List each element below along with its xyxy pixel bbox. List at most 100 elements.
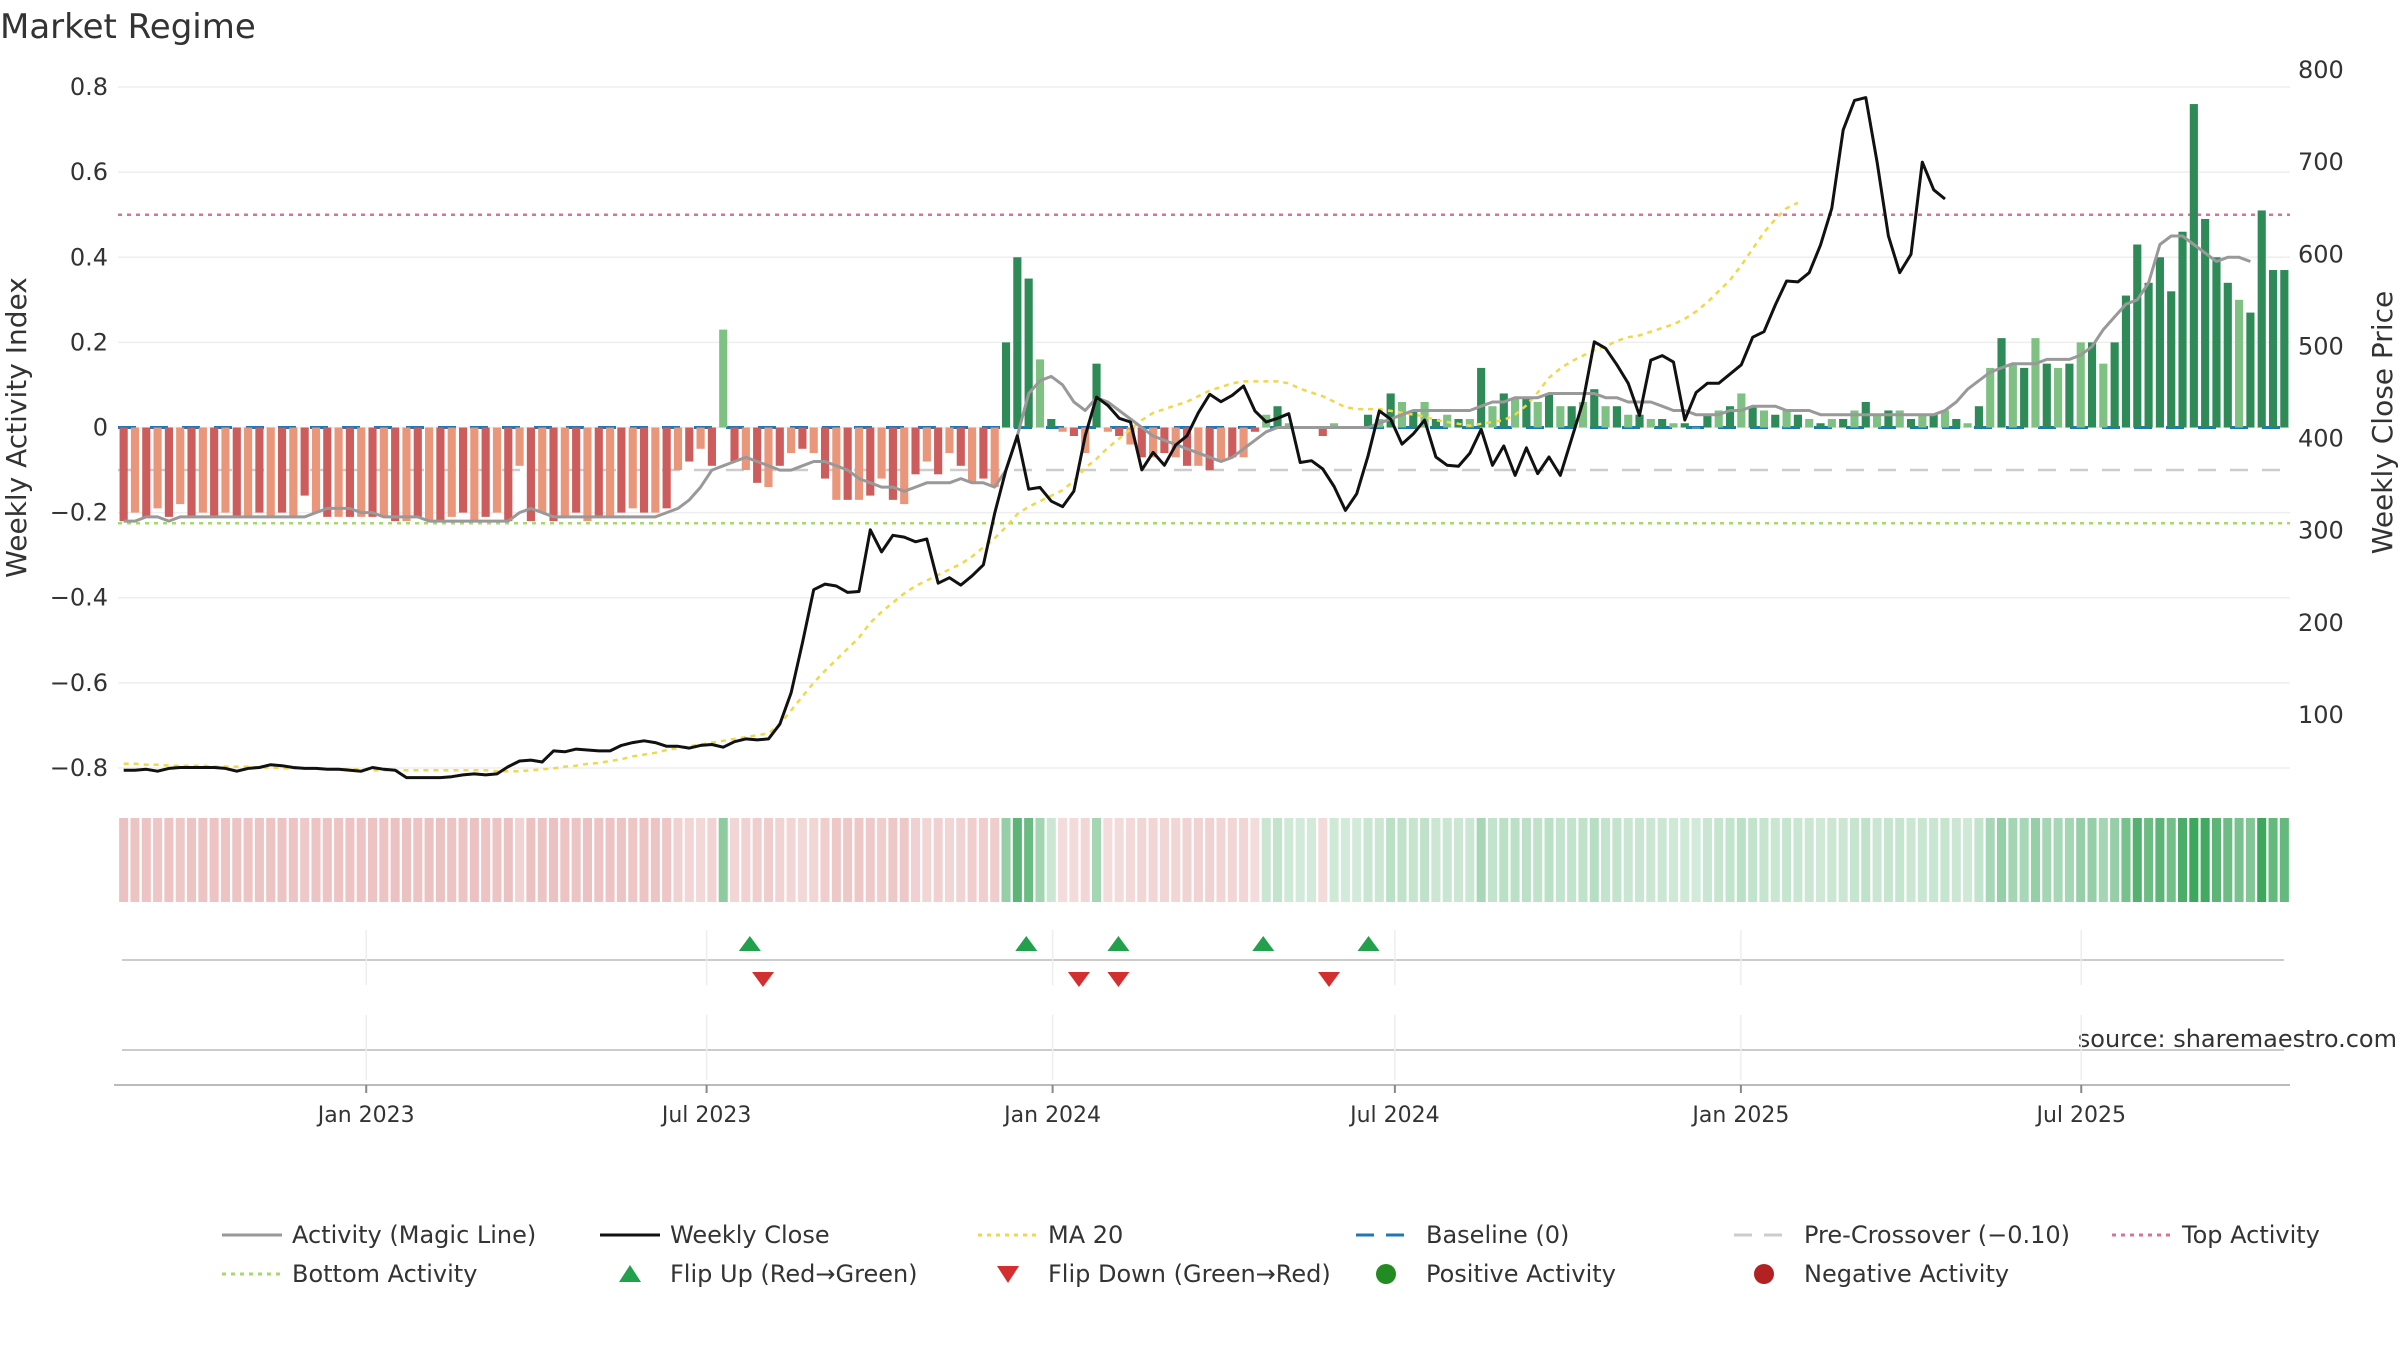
regime-heat-cell	[628, 818, 638, 902]
regime-heat-cell	[1193, 818, 1203, 902]
activity-bar	[1635, 414, 1644, 428]
activity-bar	[730, 427, 739, 462]
activity-bar	[1805, 418, 1814, 428]
activity-bar	[617, 427, 626, 513]
activity-bar	[979, 427, 988, 479]
activity-bar	[2212, 257, 2221, 428]
regime-heat-cell	[1555, 818, 1565, 902]
regime-heat-cell	[1578, 818, 1588, 902]
activity-bar	[1284, 423, 1293, 428]
regime-heat-cell	[1487, 818, 1497, 902]
activity-bar	[2031, 338, 2040, 428]
y2-tick-label: 200	[2298, 609, 2344, 637]
activity-bar	[470, 427, 479, 522]
regime-heat-cell	[1137, 818, 1147, 902]
activity-bar	[311, 427, 321, 513]
activity-bar	[1126, 427, 1135, 445]
regime-heat-cell	[650, 818, 660, 902]
regime-heat-cell	[232, 818, 242, 902]
activity-bar	[368, 427, 377, 517]
activity-bar	[458, 427, 468, 513]
activity-bar	[187, 427, 196, 517]
regime-heat-cell	[639, 818, 649, 902]
regime-heat-cell	[311, 818, 321, 902]
regime-heat-cell	[1024, 818, 1034, 902]
regime-heat-cell	[1827, 818, 1837, 902]
activity-bar	[436, 427, 445, 522]
regime-heat-cell	[1646, 818, 1656, 902]
regime-heat-cell	[718, 818, 728, 902]
regime-heat-cell	[809, 818, 819, 902]
activity-bar	[820, 427, 830, 479]
regime-heat-cell	[967, 818, 977, 902]
activity-bar	[1013, 257, 1022, 428]
y2-tick-label: 300	[2298, 517, 2344, 545]
regime-heat-cell	[1476, 818, 1486, 902]
activity-bar	[606, 427, 615, 517]
activity-bar	[1205, 427, 1214, 471]
legend-label: Activity (Magic Line)	[292, 1221, 536, 1249]
flip-up-marker	[1107, 936, 1130, 951]
activity-bar	[934, 427, 943, 475]
regime-heat-cell	[1069, 818, 1079, 902]
activity-bar	[560, 427, 569, 517]
y-tick-label: 0	[93, 414, 108, 442]
activity-bar	[956, 427, 965, 466]
regime-heat-cell	[435, 818, 445, 902]
regime-heat-cell	[1567, 818, 1577, 902]
regime-heat-cell	[616, 818, 626, 902]
regime-heat-cell	[345, 818, 355, 902]
regime-heat-cell	[424, 818, 434, 902]
activity-bar	[1330, 423, 1339, 428]
regime-heat-cell	[831, 818, 841, 902]
regime-heat-cell	[1544, 818, 1554, 902]
regime-heat-cell	[684, 818, 694, 902]
legend-item: MA 20	[978, 1221, 1123, 1249]
regime-heat-cell	[1895, 818, 1905, 902]
regime-heat-cell	[978, 818, 988, 902]
regime-heat-cell	[503, 818, 513, 902]
activity-bar	[1511, 397, 1520, 428]
regime-heat-cell	[2053, 818, 2063, 902]
regime-heat-cell	[368, 818, 378, 902]
regime-heat-cell	[1680, 818, 1690, 902]
regime-heat-cell	[1340, 818, 1350, 902]
regime-heat-cell	[2166, 818, 2176, 902]
regime-heat-cell	[141, 818, 151, 902]
regime-heat-cell	[1770, 818, 1780, 902]
regime-heat-cell	[2132, 818, 2142, 902]
activity-bar	[1624, 414, 1633, 428]
activity-bar	[1918, 414, 1927, 428]
y-tick-label: −0.8	[50, 754, 108, 782]
activity-bar	[447, 427, 456, 517]
regime-heat-cell	[1974, 818, 1984, 902]
activity-bar	[662, 427, 671, 509]
activity-bar	[1182, 427, 1192, 466]
weekly-close-line	[123, 96, 1946, 780]
activity-bar	[1963, 423, 1972, 428]
regime-heat-cell	[537, 818, 547, 902]
regime-heat-cell	[1793, 818, 1803, 902]
regime-heat-cell	[1782, 818, 1792, 902]
activity-bar	[142, 427, 151, 517]
regime-heat-cell	[1058, 818, 1068, 902]
activity-bar	[1827, 418, 1836, 428]
regime-heat-cell	[1261, 818, 1271, 902]
regime-heat-cell	[877, 818, 887, 902]
activity-bar	[639, 427, 649, 513]
activity-bar	[277, 427, 287, 513]
regime-heat-cell	[1759, 818, 1769, 902]
regime-heat-cell	[1725, 818, 1735, 902]
activity-bar	[1216, 427, 1226, 462]
y2-tick-label: 700	[2298, 148, 2344, 176]
flip-up-marker	[1015, 936, 1038, 951]
activity-bar	[945, 427, 954, 454]
activity-bar	[1409, 410, 1418, 428]
activity-bar	[244, 427, 253, 517]
activity-bar	[323, 427, 332, 517]
regime-heat-cell	[594, 818, 604, 902]
regime-heat-cell	[854, 818, 864, 902]
legend-item: Top Activity	[2112, 1221, 2320, 1249]
regime-heat-cell	[707, 818, 717, 902]
